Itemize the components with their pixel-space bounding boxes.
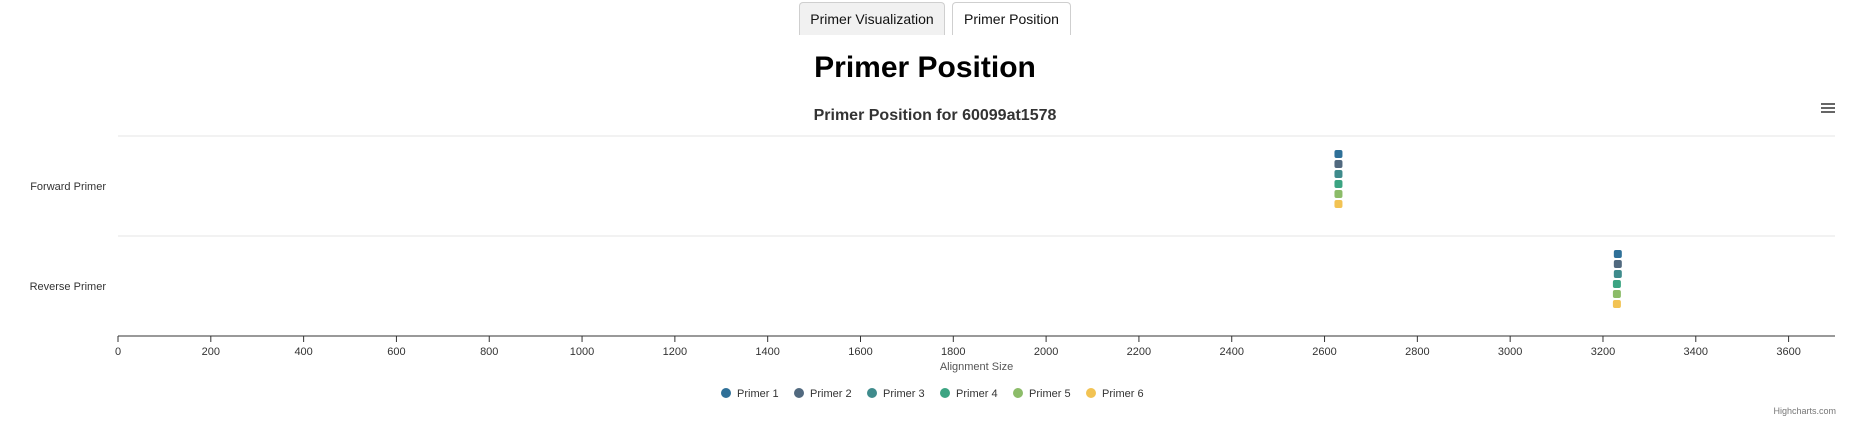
data-point[interactable] bbox=[1334, 170, 1343, 178]
data-point[interactable] bbox=[1613, 270, 1622, 278]
x-tick-label: 1000 bbox=[570, 346, 594, 358]
legend-item[interactable]: Primer 6 bbox=[1086, 388, 1144, 400]
data-point[interactable] bbox=[1612, 300, 1621, 308]
legend-marker bbox=[721, 388, 731, 398]
legend-label: Primer 4 bbox=[956, 388, 998, 400]
x-tick-label: 3000 bbox=[1498, 346, 1522, 358]
x-tick-label: 2800 bbox=[1405, 346, 1429, 358]
tab-primer-position[interactable]: Primer Position bbox=[952, 2, 1071, 35]
x-tick-label: 1400 bbox=[755, 346, 779, 358]
legend-marker bbox=[794, 388, 804, 398]
x-tick-label: 2400 bbox=[1219, 346, 1243, 358]
x-tick-label: 2000 bbox=[1034, 346, 1058, 358]
legend-marker bbox=[1086, 388, 1096, 398]
legend-item[interactable]: Primer 3 bbox=[867, 388, 925, 400]
chart-title: Primer Position for 60099at1578 bbox=[814, 107, 1057, 124]
data-point[interactable] bbox=[1613, 260, 1622, 268]
credits[interactable]: Highcharts.com bbox=[1773, 406, 1836, 416]
primer-position-chart: Primer Position for 60099at1578 Forward … bbox=[30, 100, 1839, 416]
x-tick-label: 2600 bbox=[1312, 346, 1336, 358]
legend-item[interactable]: Primer 4 bbox=[940, 388, 998, 400]
data-point[interactable] bbox=[1334, 150, 1343, 158]
x-tick-label: 600 bbox=[387, 346, 405, 358]
x-tick-label: 3600 bbox=[1776, 346, 1800, 358]
x-tick-label: 400 bbox=[294, 346, 312, 358]
legend-label: Primer 3 bbox=[883, 388, 925, 400]
legend-label: Primer 5 bbox=[1029, 388, 1071, 400]
x-axis-title: Alignment Size bbox=[940, 361, 1013, 373]
data-point[interactable] bbox=[1613, 250, 1622, 258]
y-axis-label: Forward Primer bbox=[30, 181, 106, 193]
page-title: Primer Position bbox=[814, 51, 1036, 84]
x-tick-label: 1600 bbox=[848, 346, 872, 358]
legend-item[interactable]: Primer 1 bbox=[721, 388, 779, 400]
x-tick-label: 3400 bbox=[1684, 346, 1708, 358]
legend: Primer 1 Primer 2 Primer 3 Primer 4 Primer 5… bbox=[721, 388, 1144, 400]
x-tick-label: 800 bbox=[480, 346, 498, 358]
x-tick-label: 3200 bbox=[1591, 346, 1615, 358]
legend-marker bbox=[1013, 388, 1023, 398]
data-point[interactable] bbox=[1612, 290, 1621, 298]
x-tick-label: 1800 bbox=[941, 346, 965, 358]
data-point[interactable] bbox=[1334, 160, 1343, 168]
data-point[interactable] bbox=[1612, 280, 1621, 288]
data-point[interactable] bbox=[1334, 190, 1343, 198]
x-tick-label: 200 bbox=[202, 346, 220, 358]
hamburger-menu-icon[interactable] bbox=[1815, 100, 1839, 116]
tab-bar: Primer Visualization Primer Position bbox=[0, 2, 1850, 36]
x-tick-label: 2200 bbox=[1127, 346, 1151, 358]
x-tick-label: 1200 bbox=[663, 346, 687, 358]
data-point[interactable] bbox=[1334, 200, 1343, 208]
data-point[interactable] bbox=[1334, 180, 1343, 188]
legend-label: Primer 1 bbox=[737, 388, 779, 400]
legend-item[interactable]: Primer 5 bbox=[1013, 388, 1071, 400]
tab-primer-visualization[interactable]: Primer Visualization bbox=[799, 2, 945, 35]
y-axis-label: Reverse Primer bbox=[30, 281, 107, 293]
legend-label: Primer 2 bbox=[810, 388, 852, 400]
x-tick-label: 0 bbox=[115, 346, 121, 358]
legend-item[interactable]: Primer 2 bbox=[794, 388, 852, 400]
plot-area: Forward Primer Reverse Primer 0 200 400 600 80… bbox=[30, 135, 1835, 373]
legend-marker bbox=[867, 388, 877, 398]
legend-label: Primer 6 bbox=[1102, 388, 1144, 400]
legend-marker bbox=[940, 388, 950, 398]
